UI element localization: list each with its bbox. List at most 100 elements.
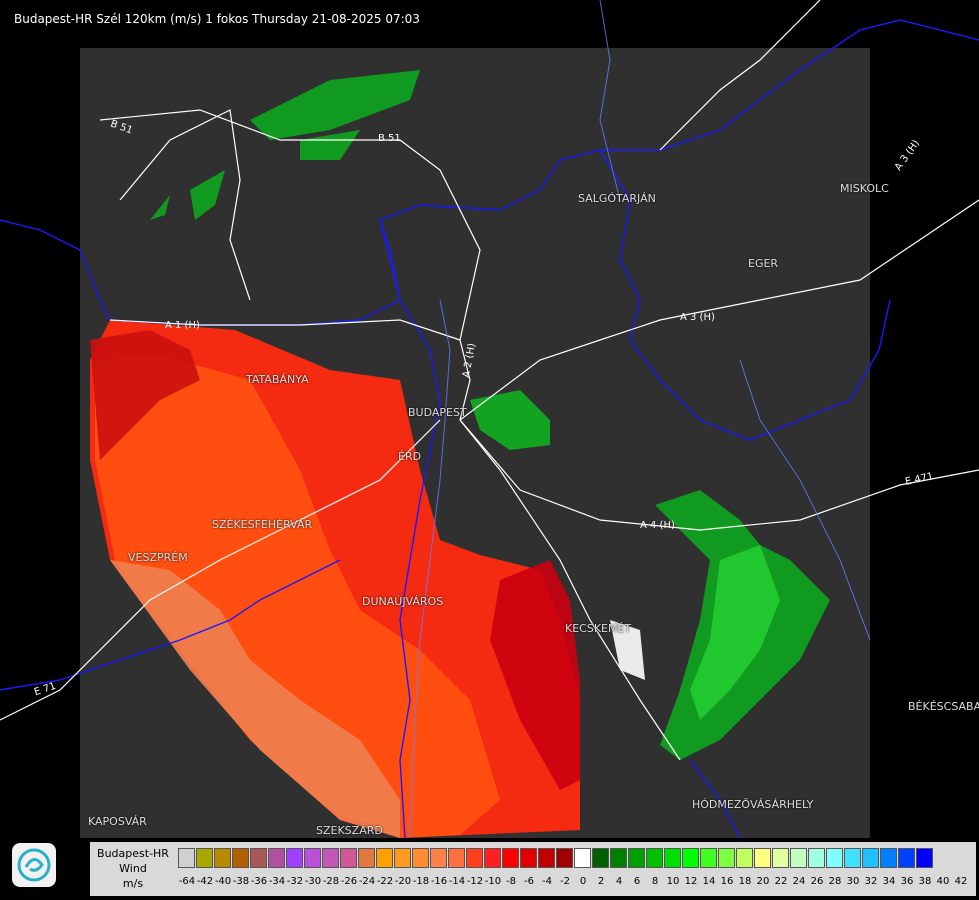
legend-tick-label: -42 bbox=[196, 876, 214, 887]
legend-swatch bbox=[862, 848, 879, 868]
legend-swatch bbox=[196, 848, 213, 868]
legend-swatch bbox=[286, 848, 303, 868]
legend-swatch bbox=[736, 848, 753, 868]
legend-swatch bbox=[376, 848, 393, 868]
legend-tick-label: 38 bbox=[918, 876, 932, 887]
city-label-eger: EGER bbox=[748, 257, 779, 270]
legend-swatch bbox=[610, 848, 627, 868]
legend-tick-label: -2 bbox=[560, 876, 570, 887]
legend-swatch bbox=[520, 848, 537, 868]
city-label-szekszard: SZEKSZÁRD bbox=[316, 824, 383, 837]
legend-tick-label: -10 bbox=[484, 876, 502, 887]
legend-swatch bbox=[304, 848, 321, 868]
country-borders bbox=[0, 19, 979, 839]
legend-swatch bbox=[844, 848, 861, 868]
legend-tick-label: 24 bbox=[792, 876, 806, 887]
legend-tick-label: 0 bbox=[579, 876, 587, 887]
legend-tick-label: 22 bbox=[774, 876, 788, 887]
legend-tick-label: -22 bbox=[376, 876, 394, 887]
outbound-wind-northwest bbox=[250, 70, 420, 140]
legend-title: Budapest-HR Wind m/s bbox=[90, 846, 176, 891]
legend-tick-label: 6 bbox=[633, 876, 641, 887]
city-label-hodmezovasarhely: HÓDMEZŐVÁSÁRHELY bbox=[692, 798, 814, 811]
legend-tick-label: -40 bbox=[214, 876, 232, 887]
legend-tick-label: 36 bbox=[900, 876, 914, 887]
major-roads bbox=[0, 0, 979, 761]
legend-tick-label: 14 bbox=[702, 876, 716, 887]
legend-swatch bbox=[718, 848, 735, 868]
city-label-salgotarjan: SALGÓTARJÁN bbox=[578, 192, 656, 205]
legend-tick-label: 30 bbox=[846, 876, 860, 887]
city-label-dunaujvaros: DUNAÚJVÁROS bbox=[362, 595, 444, 608]
legend-tick-label: -26 bbox=[340, 876, 358, 887]
legend-tick-label: 42 bbox=[954, 876, 968, 887]
inbound-wind-strong bbox=[110, 560, 400, 838]
city-label-kaposvar: KAPOSVÁR bbox=[88, 815, 147, 828]
road-label-a1: A 1 (H) bbox=[165, 320, 200, 331]
legend-tick-label: -12 bbox=[466, 876, 484, 887]
legend-swatch bbox=[430, 848, 447, 868]
legend-swatch bbox=[754, 848, 771, 868]
city-label-tatabanya: TATABÁNYA bbox=[246, 373, 309, 386]
city-label-erd: ÉRD bbox=[398, 450, 422, 463]
legend-swatch bbox=[574, 848, 591, 868]
legend-title-line3: m/s bbox=[122, 877, 144, 890]
legend-tick-label: -14 bbox=[448, 876, 466, 887]
legend-ticks: -64 -42 -40 -38 -36 -34 -32 -30 -28 -26 -24 -22 -20-… bbox=[178, 876, 970, 887]
legend-swatch bbox=[232, 848, 249, 868]
legend-swatch bbox=[448, 848, 465, 868]
outbound-wind-north-c bbox=[150, 195, 170, 220]
legend-tick-label: -4 bbox=[542, 876, 552, 887]
legend-tick-label: 20 bbox=[756, 876, 770, 887]
legend-tick-label: 4 bbox=[615, 876, 623, 887]
legend-swatch bbox=[700, 848, 717, 868]
inbound-wind-dark bbox=[490, 560, 580, 790]
outbound-wind-north-b bbox=[190, 170, 225, 220]
legend-tick-label: 26 bbox=[810, 876, 824, 887]
legend-swatch bbox=[826, 848, 843, 868]
product-title: Budapest-HR Szél 120km (m/s) 1 fokos Thu… bbox=[14, 12, 420, 26]
legend-swatch bbox=[412, 848, 429, 868]
legend-swatch bbox=[340, 848, 357, 868]
rivers bbox=[409, 0, 871, 839]
legend-tick-label: -8 bbox=[506, 876, 516, 887]
city-label-kecskemet: KECSKEMÉT bbox=[565, 622, 632, 635]
legend-swatch bbox=[484, 848, 501, 868]
legend-tick-label: -24 bbox=[358, 876, 376, 887]
legend-swatch bbox=[628, 848, 645, 868]
legend-swatch bbox=[250, 848, 267, 868]
legend-swatch bbox=[808, 848, 825, 868]
city-label-miskolc: MISKOLC bbox=[840, 182, 889, 195]
legend-tick-label: -20 bbox=[394, 876, 412, 887]
met-service-logo-icon bbox=[12, 843, 56, 887]
legend-tick-label: 32 bbox=[864, 876, 878, 887]
city-label-budapest: BUDAPEST bbox=[408, 406, 467, 419]
legend-swatch bbox=[592, 848, 609, 868]
legend-swatch bbox=[916, 848, 933, 868]
outbound-wind-southeast-light bbox=[690, 545, 780, 720]
legend-tick-label: -64 bbox=[178, 876, 196, 887]
legend-tick-label: -38 bbox=[232, 876, 250, 887]
legend-title-line2: Wind bbox=[119, 862, 147, 875]
legend-swatch bbox=[214, 848, 231, 868]
legend-tick-label: 10 bbox=[666, 876, 680, 887]
legend-tick-label: -34 bbox=[268, 876, 286, 887]
legend-swatch bbox=[322, 848, 339, 868]
legend-swatch bbox=[268, 848, 285, 868]
legend-tick-label: 8 bbox=[651, 876, 659, 887]
legend-swatch bbox=[682, 848, 699, 868]
legend-swatch bbox=[178, 848, 195, 868]
legend-swatch bbox=[538, 848, 555, 868]
inbound-wind-core bbox=[95, 355, 500, 838]
legend-tick-label: 12 bbox=[684, 876, 698, 887]
legend-swatches bbox=[178, 848, 934, 870]
outbound-wind-kecskemet bbox=[610, 620, 645, 680]
legend-swatch bbox=[502, 848, 519, 868]
legend-swatch bbox=[394, 848, 411, 868]
legend-tick-label: -36 bbox=[250, 876, 268, 887]
outbound-wind-budapest bbox=[470, 390, 550, 450]
legend-title-line1: Budapest-HR bbox=[97, 847, 169, 860]
legend-swatch bbox=[898, 848, 915, 868]
legend-tick-label: 28 bbox=[828, 876, 842, 887]
